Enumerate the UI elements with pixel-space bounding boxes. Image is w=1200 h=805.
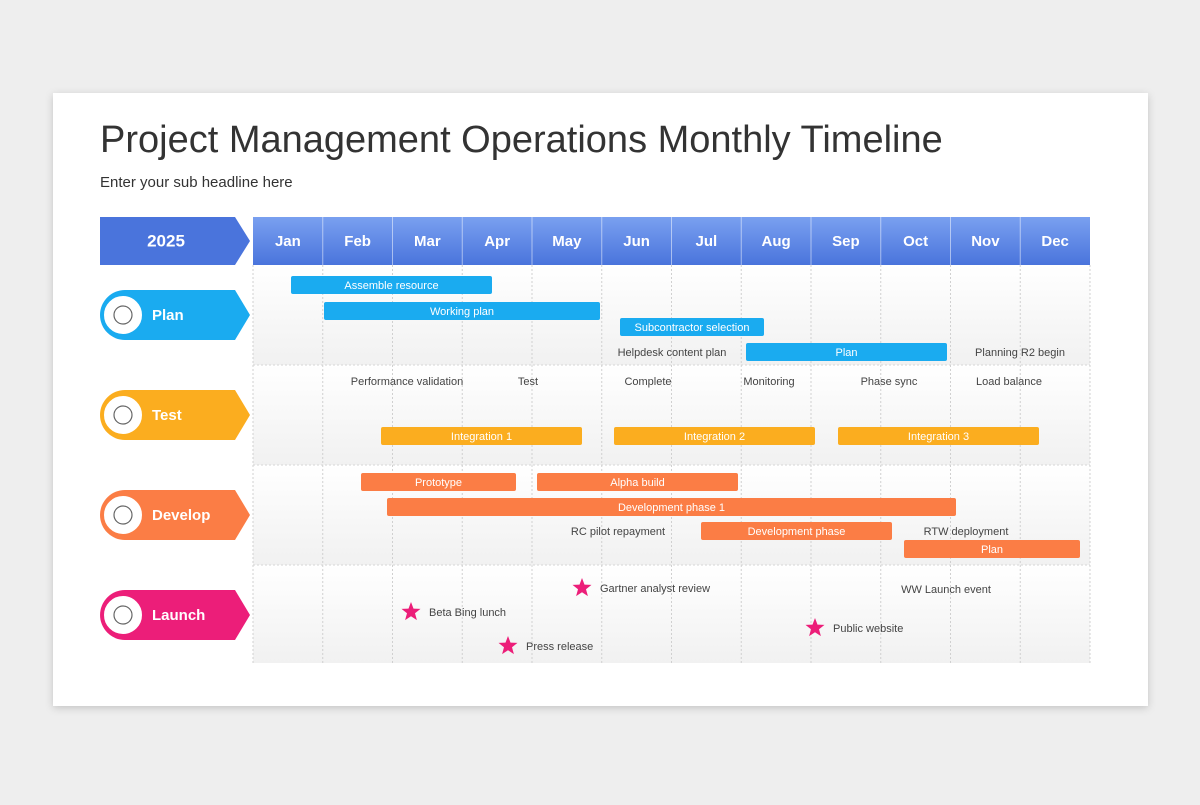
task-note: Test <box>518 376 538 388</box>
month-label: Jan <box>275 233 301 250</box>
task-label: Assemble resource <box>344 280 438 292</box>
task-label: Integration 3 <box>908 431 969 443</box>
row-icon-glyph <box>113 305 133 325</box>
month-label: Jul <box>696 233 718 250</box>
row-label: Develop <box>152 507 210 524</box>
task-bar <box>904 540 1080 558</box>
task-note: Performance validation <box>351 376 464 388</box>
milestone-star <box>572 578 592 597</box>
row-icon-glyph <box>113 505 133 525</box>
month-label: Dec <box>1041 233 1069 250</box>
task-label: Alpha build <box>610 477 664 489</box>
task-note: Complete <box>624 376 671 388</box>
task-bar <box>381 427 582 445</box>
task-bar <box>838 427 1039 445</box>
year-box <box>100 217 250 265</box>
year-label: 2025 <box>147 231 185 250</box>
row-icon-glyph <box>113 405 133 425</box>
task-note: Load balance <box>976 376 1042 388</box>
milestone-label: Press release <box>526 641 593 653</box>
row-icon <box>102 594 144 636</box>
row-icon <box>102 394 144 436</box>
task-note: Monitoring <box>743 376 794 388</box>
task-bar <box>614 427 815 445</box>
milestone-star <box>805 618 825 637</box>
task-label: Development phase 1 <box>618 502 725 514</box>
task-label: Development phase <box>748 526 846 538</box>
subtitle: Enter your sub headline here <box>100 174 293 191</box>
task-bar <box>291 276 492 294</box>
milestone-label: Beta Bing lunch <box>429 607 506 619</box>
month-label: Aug <box>762 233 791 250</box>
task-note: RC pilot repayment <box>571 526 665 538</box>
milestone-star <box>498 636 518 655</box>
month-label: Oct <box>903 233 928 250</box>
task-label: Subcontractor selection <box>635 322 750 334</box>
task-label: Integration 1 <box>451 431 512 443</box>
month-label: May <box>552 233 582 250</box>
task-bar <box>701 522 892 540</box>
row-label: Plan <box>152 307 184 324</box>
task-label: Working plan <box>430 306 494 318</box>
month-label: Nov <box>971 233 1000 250</box>
milestone-star <box>401 602 421 621</box>
row-icon-glyph <box>113 605 133 625</box>
month-label: Apr <box>484 233 510 250</box>
task-note: Phase sync <box>861 376 918 388</box>
task-bar <box>324 302 600 320</box>
grid <box>252 265 1091 663</box>
task-note: Helpdesk content plan <box>618 347 727 359</box>
task-note: WW Launch event <box>901 584 991 596</box>
month-label: Mar <box>414 233 441 250</box>
task-bar <box>387 498 956 516</box>
task-note: RTW deployment <box>924 526 1009 538</box>
row-icon <box>102 494 144 536</box>
task-bar <box>620 318 764 336</box>
task-label: Plan <box>981 544 1003 556</box>
task-bar <box>537 473 738 491</box>
row-icon <box>102 294 144 336</box>
task-bar <box>361 473 516 491</box>
month-label: Jun <box>623 233 650 250</box>
task-bar <box>746 343 947 361</box>
task-label: Plan <box>835 347 857 359</box>
row-label: Test <box>152 407 182 424</box>
milestone-label: Public website <box>833 623 903 635</box>
timeline: 2025 Jan Feb Mar Apr May Jun Jul Aug Sep Oct Nov Dec… <box>100 217 1090 655</box>
task-note: Planning R2 begin <box>975 347 1065 359</box>
title: Project Management Operations Monthly Ti… <box>100 119 943 161</box>
milestone-label: Gartner analyst review <box>600 583 710 595</box>
month-label: Feb <box>344 233 371 250</box>
row-label: Launch <box>152 607 205 624</box>
task-label: Prototype <box>415 477 462 489</box>
month-label: Sep <box>832 233 860 250</box>
task-label: Integration 2 <box>684 431 745 443</box>
